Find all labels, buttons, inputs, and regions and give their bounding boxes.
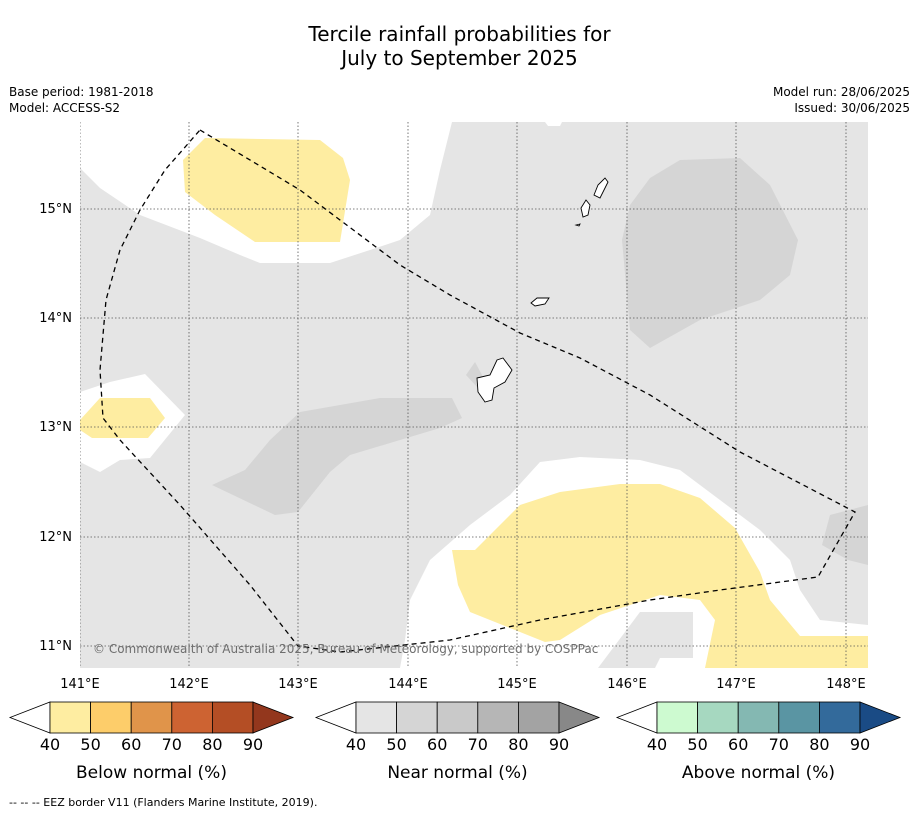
colorbar-tick-label: 70 <box>162 735 182 754</box>
footnote-eez: -- -- -- EEZ border V11 (Flanders Marine… <box>9 796 318 809</box>
colorbar-tick-label: 80 <box>508 735 528 754</box>
lon-label: 144°E <box>388 677 428 692</box>
near-normal-region-south <box>598 612 693 668</box>
colorbar-segment <box>656 701 698 734</box>
colorbar-segment <box>778 701 820 734</box>
colorbar-tick-label: 90 <box>243 735 263 754</box>
colorbar-tick-label: 50 <box>386 735 406 754</box>
island-aguijan <box>574 223 581 227</box>
colorbar-tick-label: 40 <box>346 735 366 754</box>
colorbar-extend-low <box>314 701 357 734</box>
colorbar-extend-high <box>252 701 295 734</box>
model-run-text: Model run: 28/06/2025 <box>772 85 910 99</box>
colorbar-title: Below normal (%) <box>76 763 227 783</box>
colorbar-extend-low <box>615 701 658 734</box>
colorbar-segment <box>737 701 780 734</box>
islands <box>476 177 609 403</box>
colorbar-below-normal: 40 50 60 70 80 90 Below normal (%) <box>8 701 295 783</box>
lon-label: 143°E <box>278 677 318 692</box>
map-title: Tercile rainfall probabilities for July … <box>0 22 919 70</box>
colorbar-segment <box>396 701 438 734</box>
colorbar-segment <box>49 701 91 734</box>
issued-text: Issued: 30/06/2025 <box>794 101 910 115</box>
meta-left: Base period: 1981-2018 Model: ACCESS-S2 <box>9 84 154 116</box>
colorbar-tick-label: 70 <box>468 735 488 754</box>
colorbar-extend-high <box>859 701 902 734</box>
longitude-labels: 141°E 142°E 143°E 144°E 145°E 146°E 147°… <box>60 677 866 692</box>
below-normal-region-south <box>452 484 868 668</box>
colorbar-segment <box>477 701 519 734</box>
colorbar-tick-label: 60 <box>728 735 748 754</box>
title-line-2: July to September 2025 <box>341 46 578 70</box>
latitude-labels: 15°N 14°N 13°N 12°N 11°N <box>39 202 72 654</box>
lon-label: 148°E <box>826 677 866 692</box>
lat-label: 12°N <box>39 530 72 545</box>
lat-label: 14°N <box>39 311 72 326</box>
colorbar-extend-high <box>558 701 601 734</box>
below-normal-region-west <box>80 398 165 438</box>
below-normal-region-north <box>183 138 350 242</box>
colorbar-tick-label: 40 <box>647 735 667 754</box>
colorbar-title: Above normal (%) <box>682 763 835 783</box>
meta-right: Model run: 28/06/2025 Issued: 30/06/2025 <box>773 84 910 116</box>
near-normal-region-50-east <box>622 158 798 348</box>
colorbar-segment <box>355 701 397 734</box>
lon-label: 146°E <box>607 677 647 692</box>
colorbar-extend-low <box>8 701 51 734</box>
colorbar-tick-label: 70 <box>769 735 789 754</box>
colorbar-above-normal: 40 50 60 70 80 90 Above normal (%) <box>615 701 902 783</box>
colorbar-tick-label: 80 <box>202 735 222 754</box>
island-tinian <box>580 199 591 218</box>
colorbar-tick-label: 80 <box>809 735 829 754</box>
colorbar-segment <box>90 701 132 734</box>
colorbar-segment <box>130 701 173 734</box>
colorbar-segment <box>518 701 560 734</box>
colorbar-tick-label: 40 <box>40 735 60 754</box>
model-text: Model: ACCESS-S2 <box>9 101 121 115</box>
lat-label: 11°N <box>39 639 72 654</box>
copyright-text: © Commonwealth of Australia 2025, Bureau… <box>93 642 598 656</box>
lat-label: 13°N <box>39 420 72 435</box>
lon-label: 147°E <box>716 677 756 692</box>
colorbar-tick-label: 90 <box>850 735 870 754</box>
island-saipan <box>593 177 609 199</box>
colorbar-segment <box>211 701 254 734</box>
base-period-text: Base period: 1981-2018 <box>9 85 154 99</box>
colorbar-segment <box>436 701 479 734</box>
colorbar-tick-label: 50 <box>80 735 100 754</box>
colorbar-tick-label: 60 <box>427 735 447 754</box>
lon-label: 142°E <box>169 677 209 692</box>
graticule <box>80 122 868 668</box>
colorbar-tick-label: 90 <box>549 735 569 754</box>
white-area-north <box>545 122 562 126</box>
eez-border <box>99 129 856 653</box>
island-guam <box>476 357 513 403</box>
island-rota <box>530 297 550 307</box>
lon-label: 141°E <box>60 677 100 692</box>
colorbar-segment <box>819 701 861 734</box>
colorbar-segment <box>171 701 213 734</box>
colorbar-segment <box>697 701 739 734</box>
colorbar-tick-label: 60 <box>121 735 141 754</box>
lat-label: 15°N <box>39 202 72 217</box>
colorbar-title: Near normal (%) <box>387 763 527 783</box>
map-plot-area: © Commonwealth of Australia 2025, Bureau… <box>80 122 868 668</box>
title-line-1: Tercile rainfall probabilities for <box>308 22 611 46</box>
colorbar-near-normal: 40 50 60 70 80 90 Near normal (%) <box>314 701 601 783</box>
colorbar-tick-label: 50 <box>687 735 707 754</box>
lon-label: 145°E <box>497 677 537 692</box>
